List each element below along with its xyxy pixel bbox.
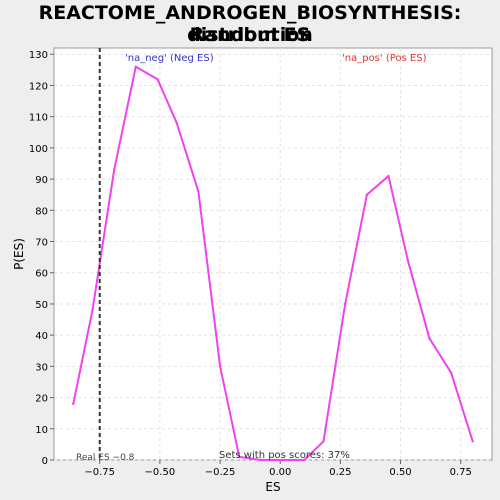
es-data-point — [387, 174, 390, 178]
plot-area — [53, 47, 493, 461]
es-data-point — [72, 402, 75, 406]
es-data-point — [406, 259, 409, 262]
es-data-point — [91, 308, 94, 312]
x-tick-label: 0.00 — [269, 467, 291, 478]
x-axis-label: ES — [265, 480, 280, 494]
y-tick-label: 120 — [29, 81, 48, 92]
y-tick-label: 20 — [35, 394, 48, 405]
es-data-point — [365, 193, 369, 196]
es-data-point — [449, 371, 453, 374]
y-tick-label: 70 — [35, 238, 48, 249]
es-data-point — [218, 365, 222, 368]
pos-es-label: 'na_pos' (Pos ES) — [342, 53, 427, 64]
es-data-point — [238, 455, 241, 459]
x-tick-label: 0.50 — [389, 467, 411, 478]
es-data-point — [303, 458, 306, 462]
es-data-point — [343, 302, 347, 306]
x-tick-label: −0.50 — [145, 467, 176, 478]
x-tick-label: 0.25 — [329, 467, 351, 478]
y-tick-label: 0 — [42, 456, 48, 467]
axes: 0 10 20 30 40 50 60 70 80 90 100 110 120 130 −0.75 −0.5… — [29, 50, 472, 478]
es-data-point — [471, 440, 474, 443]
es-data-point — [428, 337, 431, 340]
series-marks — [72, 48, 474, 462]
chart-title-line1: REACTOME_ANDROGEN_BIOSYNTHESIS: Random E… — [38, 2, 462, 46]
es-data-point — [281, 458, 284, 462]
es-data-point — [197, 190, 200, 193]
chart-title-line2: distribution — [187, 24, 313, 46]
es-data-point — [156, 78, 159, 81]
es-distribution-line — [72, 65, 474, 461]
y-axis-label: P(ES) — [12, 238, 26, 270]
real-es-label: Real ES −0.8 — [76, 453, 135, 463]
x-tick-label: −0.25 — [205, 467, 236, 478]
y-tick-label: 100 — [29, 144, 48, 155]
y-tick-label: 110 — [29, 113, 48, 124]
es-data-point — [259, 458, 263, 462]
y-tick-label: 40 — [35, 331, 48, 342]
x-tick-label: 0.75 — [450, 467, 472, 478]
x-tick-label: −0.75 — [84, 467, 115, 478]
y-tick-label: 60 — [35, 269, 48, 280]
neg-es-label: 'na_neg' (Neg ES) — [125, 53, 214, 64]
y-tick-label: 30 — [35, 362, 48, 373]
pos-scores-label: Sets with pos scores: 37% — [219, 450, 350, 461]
y-tick-label: 10 — [35, 425, 48, 436]
y-tick-label: 130 — [29, 50, 48, 61]
es-data-point — [322, 440, 325, 443]
es-data-point — [175, 121, 178, 125]
es-data-point — [134, 65, 138, 68]
es-data-point — [112, 168, 116, 171]
y-tick-label: 90 — [35, 175, 48, 186]
y-tick-label: 50 — [35, 300, 48, 311]
y-tick-label: 80 — [35, 206, 48, 217]
